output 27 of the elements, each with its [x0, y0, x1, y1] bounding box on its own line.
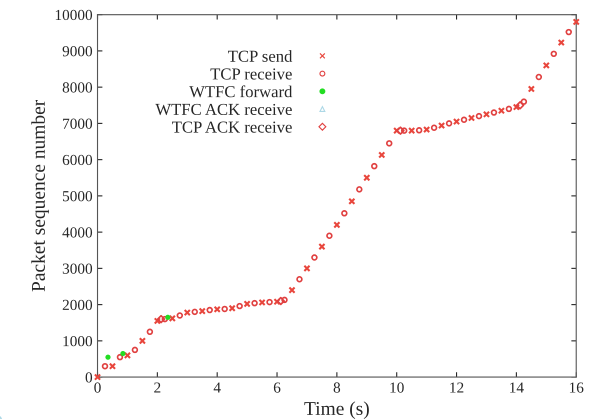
- x-tick-label: 8: [334, 382, 340, 393]
- x-tick-label: 12: [450, 382, 464, 393]
- y-tick-label: 10000: [56, 10, 92, 20]
- y-tick-label: 6000: [62, 154, 92, 166]
- y-tick-label: 9000: [62, 46, 92, 56]
- x-axis-title: Time (s): [304, 401, 369, 419]
- x-tick-label: 4: [214, 382, 221, 393]
- x-tick-label: 0: [94, 382, 101, 393]
- x-tick-label: 10: [390, 382, 404, 393]
- x-tick-label: 14: [510, 382, 524, 393]
- x-tick-label: 2: [154, 382, 160, 393]
- x-tick-label: 16: [570, 382, 584, 393]
- legend-label: WTFC ACK receive: [155, 104, 292, 116]
- legend-label: TCP receive: [210, 68, 292, 80]
- legend-label: TCP send: [228, 50, 292, 62]
- y-tick-label: 2000: [62, 300, 92, 310]
- x-tick-label: 6: [274, 382, 280, 393]
- legend-label: TCP ACK receive: [172, 122, 292, 133]
- y-tick-label: 7000: [63, 118, 92, 129]
- y-tick-label: 1000: [63, 336, 92, 346]
- y-axis-title: Packet sequence number: [31, 100, 49, 292]
- y-tick-label: 5000: [62, 191, 92, 202]
- y-tick-label: 0: [86, 372, 92, 383]
- legend-label: WTFC forward: [189, 85, 292, 98]
- y-tick-label: 4000: [62, 227, 92, 238]
- y-tick-label: 3000: [62, 264, 92, 274]
- y-tick-label: 8000: [62, 82, 92, 93]
